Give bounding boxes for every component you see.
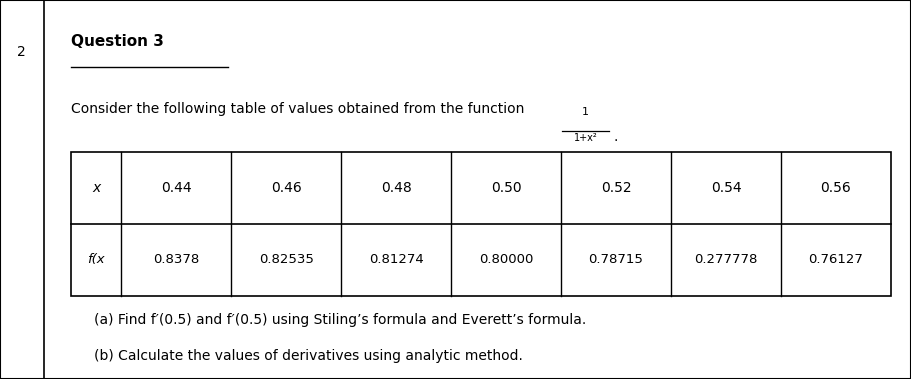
Text: 0.80000: 0.80000	[479, 253, 533, 266]
Text: 2: 2	[17, 45, 26, 60]
Text: (b) Calculate the values of derivatives using analytic method.: (b) Calculate the values of derivatives …	[94, 349, 523, 363]
Text: 0.82535: 0.82535	[259, 253, 313, 266]
Text: 0.48: 0.48	[381, 181, 412, 194]
Text: 0.56: 0.56	[821, 181, 852, 194]
Text: 0.46: 0.46	[271, 181, 302, 194]
Text: 0.8378: 0.8378	[153, 253, 200, 266]
Text: f(x: f(x	[87, 253, 105, 266]
Text: 1+x²: 1+x²	[574, 133, 598, 143]
Text: 0.50: 0.50	[491, 181, 521, 194]
Text: 0.52: 0.52	[600, 181, 631, 194]
Text: (a) Find f′(0.5) and f′(0.5) using Stiling’s formula and Everett’s formula.: (a) Find f′(0.5) and f′(0.5) using Stili…	[94, 313, 586, 327]
Text: 0.78715: 0.78715	[589, 253, 643, 266]
Text: 0.44: 0.44	[161, 181, 191, 194]
Text: 0.277778: 0.277778	[694, 253, 758, 266]
Text: 1: 1	[582, 108, 589, 117]
Text: Consider the following table of values obtained from the function: Consider the following table of values o…	[71, 102, 525, 116]
Text: 0.81274: 0.81274	[369, 253, 424, 266]
Text: 0.54: 0.54	[711, 181, 742, 194]
Text: 0.76127: 0.76127	[809, 253, 864, 266]
Text: Question 3: Question 3	[71, 34, 164, 49]
Text: x: x	[92, 181, 100, 194]
Text: .: .	[613, 130, 618, 144]
